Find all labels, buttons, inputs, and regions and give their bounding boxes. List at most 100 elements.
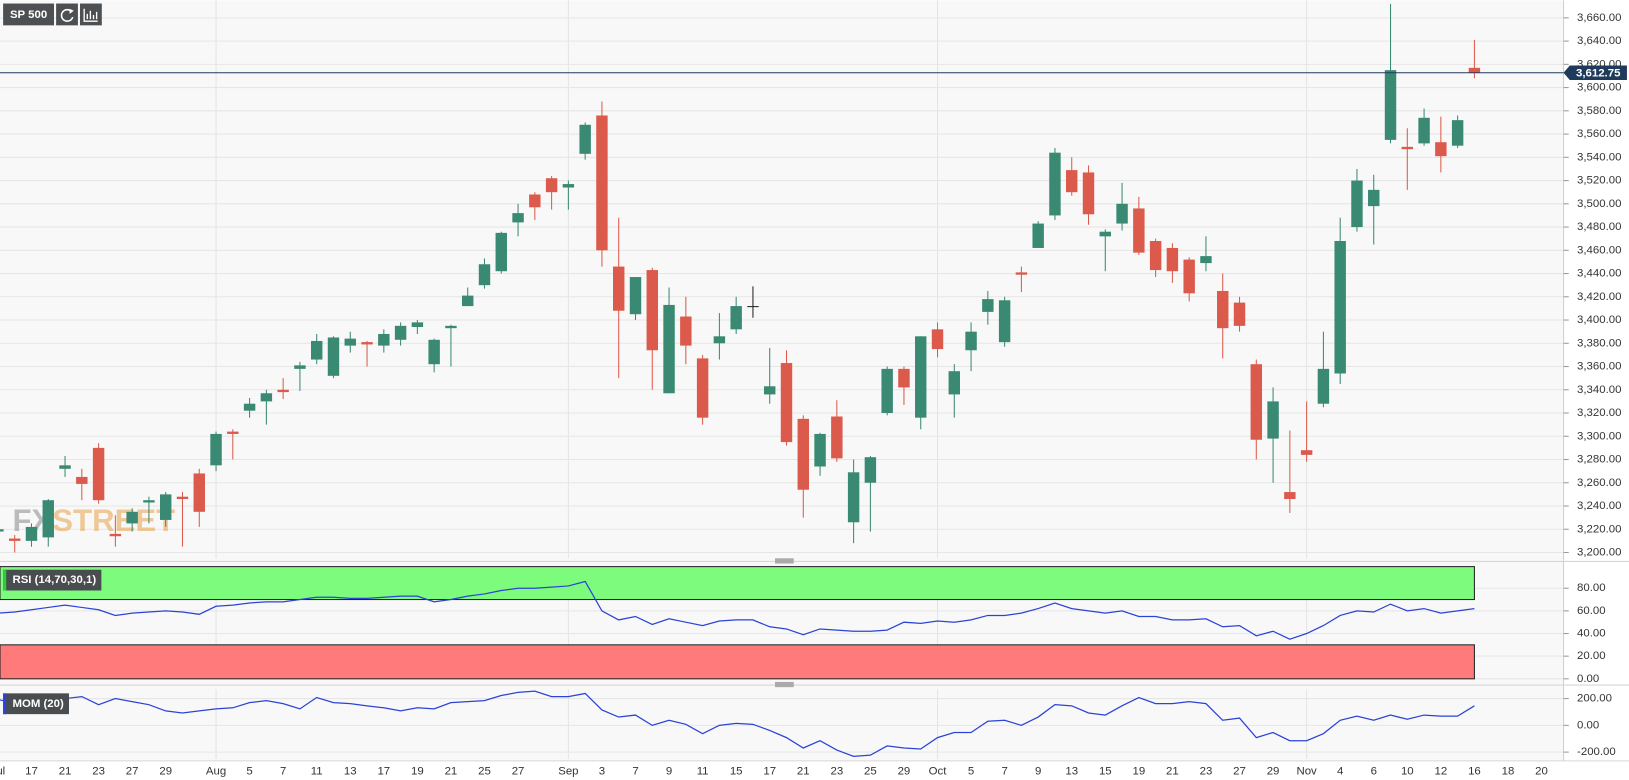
y-tick-label: 3,500.00 bbox=[1577, 198, 1621, 210]
candle-body bbox=[495, 232, 507, 272]
candle-body bbox=[1066, 170, 1078, 193]
x-tick-label: 25 bbox=[478, 765, 491, 777]
x-tick-label: 27 bbox=[1233, 765, 1246, 777]
x-tick-label: 20 bbox=[1535, 765, 1548, 777]
oversold-zone bbox=[0, 644, 1475, 680]
candle-body bbox=[445, 325, 457, 329]
candle-body bbox=[629, 277, 642, 315]
y-tick-label: 3,660.00 bbox=[1577, 12, 1621, 24]
x-tick-label: Sep bbox=[558, 765, 578, 777]
candle-body bbox=[1082, 172, 1095, 215]
y-tick-label: -200.00 bbox=[1577, 746, 1616, 758]
candle-body bbox=[1149, 241, 1162, 271]
candle-body bbox=[881, 368, 893, 414]
candle-body bbox=[1418, 117, 1430, 144]
candle-body bbox=[227, 431, 239, 434]
resize-handle[interactable] bbox=[775, 681, 794, 688]
refresh-button[interactable] bbox=[56, 3, 78, 26]
x-tick-label: 15 bbox=[1099, 765, 1112, 777]
pane-title-box bbox=[3, 693, 69, 715]
x-tick-label: 17 bbox=[25, 765, 38, 777]
pane-title-box bbox=[3, 569, 102, 591]
x-tick-label: 12 bbox=[1435, 765, 1448, 777]
candle-body bbox=[176, 496, 189, 500]
y-tick-label: 80.00 bbox=[1577, 582, 1606, 594]
x-tick-label: 21 bbox=[445, 765, 458, 777]
y-tick-label: 3,380.00 bbox=[1577, 337, 1621, 349]
x-tick-label: 13 bbox=[1065, 765, 1078, 777]
pane-title-stripe bbox=[3, 693, 7, 715]
candle-body bbox=[193, 473, 205, 512]
candle-body bbox=[394, 325, 407, 340]
y-tick-label: 3,580.00 bbox=[1577, 105, 1621, 117]
x-tick-label: 5 bbox=[968, 765, 974, 777]
candle-body bbox=[25, 526, 38, 541]
y-tick-label: 60.00 bbox=[1577, 605, 1606, 617]
candle-body bbox=[1200, 256, 1212, 264]
candle-body bbox=[1351, 180, 1363, 228]
x-tick-label: 27 bbox=[126, 765, 139, 777]
y-tick-label: 3,420.00 bbox=[1577, 291, 1621, 303]
y-tick-label: 200.00 bbox=[1577, 693, 1612, 705]
candle-body bbox=[1468, 67, 1481, 73]
pane-title-stripe bbox=[3, 569, 7, 591]
x-tick-label: 15 bbox=[730, 765, 743, 777]
candle-body bbox=[92, 447, 105, 501]
x-tick-label: 9 bbox=[1035, 765, 1041, 777]
last-price-tag bbox=[1563, 65, 1627, 81]
refresh-icon bbox=[60, 8, 74, 22]
symbol-label: SP 500 bbox=[10, 9, 47, 21]
candle-body bbox=[42, 500, 54, 538]
candle-body bbox=[764, 386, 776, 395]
candle-body bbox=[713, 336, 726, 344]
x-tick-label: Oct bbox=[929, 765, 948, 777]
candle-body bbox=[8, 538, 21, 541]
candle-body bbox=[747, 306, 759, 308]
candle-body bbox=[1049, 152, 1061, 216]
candle-body bbox=[126, 511, 138, 524]
y-tick-label: 3,600.00 bbox=[1577, 82, 1621, 94]
candle-body bbox=[1032, 223, 1044, 248]
y-tick-label: 3,640.00 bbox=[1577, 35, 1621, 47]
candle-body bbox=[361, 342, 373, 345]
x-tick-label: Jul bbox=[0, 765, 5, 777]
x-tick-label: 11 bbox=[311, 765, 323, 777]
candle-body bbox=[1116, 203, 1128, 224]
candle-body bbox=[1284, 492, 1296, 500]
y-tick-label: 3,280.00 bbox=[1577, 454, 1621, 466]
indicator-line bbox=[0, 690, 1475, 757]
x-tick-label: 3 bbox=[599, 765, 605, 777]
y-tick-label: 3,260.00 bbox=[1577, 477, 1621, 489]
x-tick-label: 21 bbox=[59, 765, 72, 777]
x-tick-label: 11 bbox=[697, 765, 709, 777]
x-tick-label: 29 bbox=[898, 765, 911, 777]
watermark-right: STREET bbox=[52, 503, 175, 538]
candle-body bbox=[478, 264, 491, 286]
candle-body bbox=[1317, 368, 1330, 404]
candle-body bbox=[378, 333, 390, 346]
x-tick-label: 7 bbox=[280, 765, 286, 777]
candle-body bbox=[680, 316, 692, 346]
candle-body bbox=[1217, 290, 1229, 329]
y-tick-label: 3,340.00 bbox=[1577, 384, 1621, 396]
candle-body bbox=[462, 295, 474, 307]
candle-body bbox=[1250, 364, 1263, 440]
candle-body bbox=[1435, 142, 1447, 157]
x-tick-label: 29 bbox=[1267, 765, 1280, 777]
symbol-button[interactable] bbox=[3, 3, 55, 26]
candle-body bbox=[948, 371, 960, 395]
candle-body bbox=[210, 433, 222, 466]
x-tick-label: 23 bbox=[92, 765, 105, 777]
y-tick-label: 3,520.00 bbox=[1577, 175, 1621, 187]
x-tick-label: Aug bbox=[206, 765, 226, 777]
y-tick-label: 3,440.00 bbox=[1577, 268, 1621, 280]
refresh-icon bbox=[69, 8, 74, 14]
resize-handle[interactable] bbox=[775, 558, 794, 564]
x-tick-label: 17 bbox=[763, 765, 776, 777]
y-tick-label: 3,200.00 bbox=[1577, 547, 1621, 559]
candle-body bbox=[1015, 272, 1028, 275]
candle-body bbox=[545, 178, 558, 193]
y-tick-label: 0.00 bbox=[1577, 673, 1599, 685]
y-tick-label: 0.00 bbox=[1577, 719, 1599, 731]
